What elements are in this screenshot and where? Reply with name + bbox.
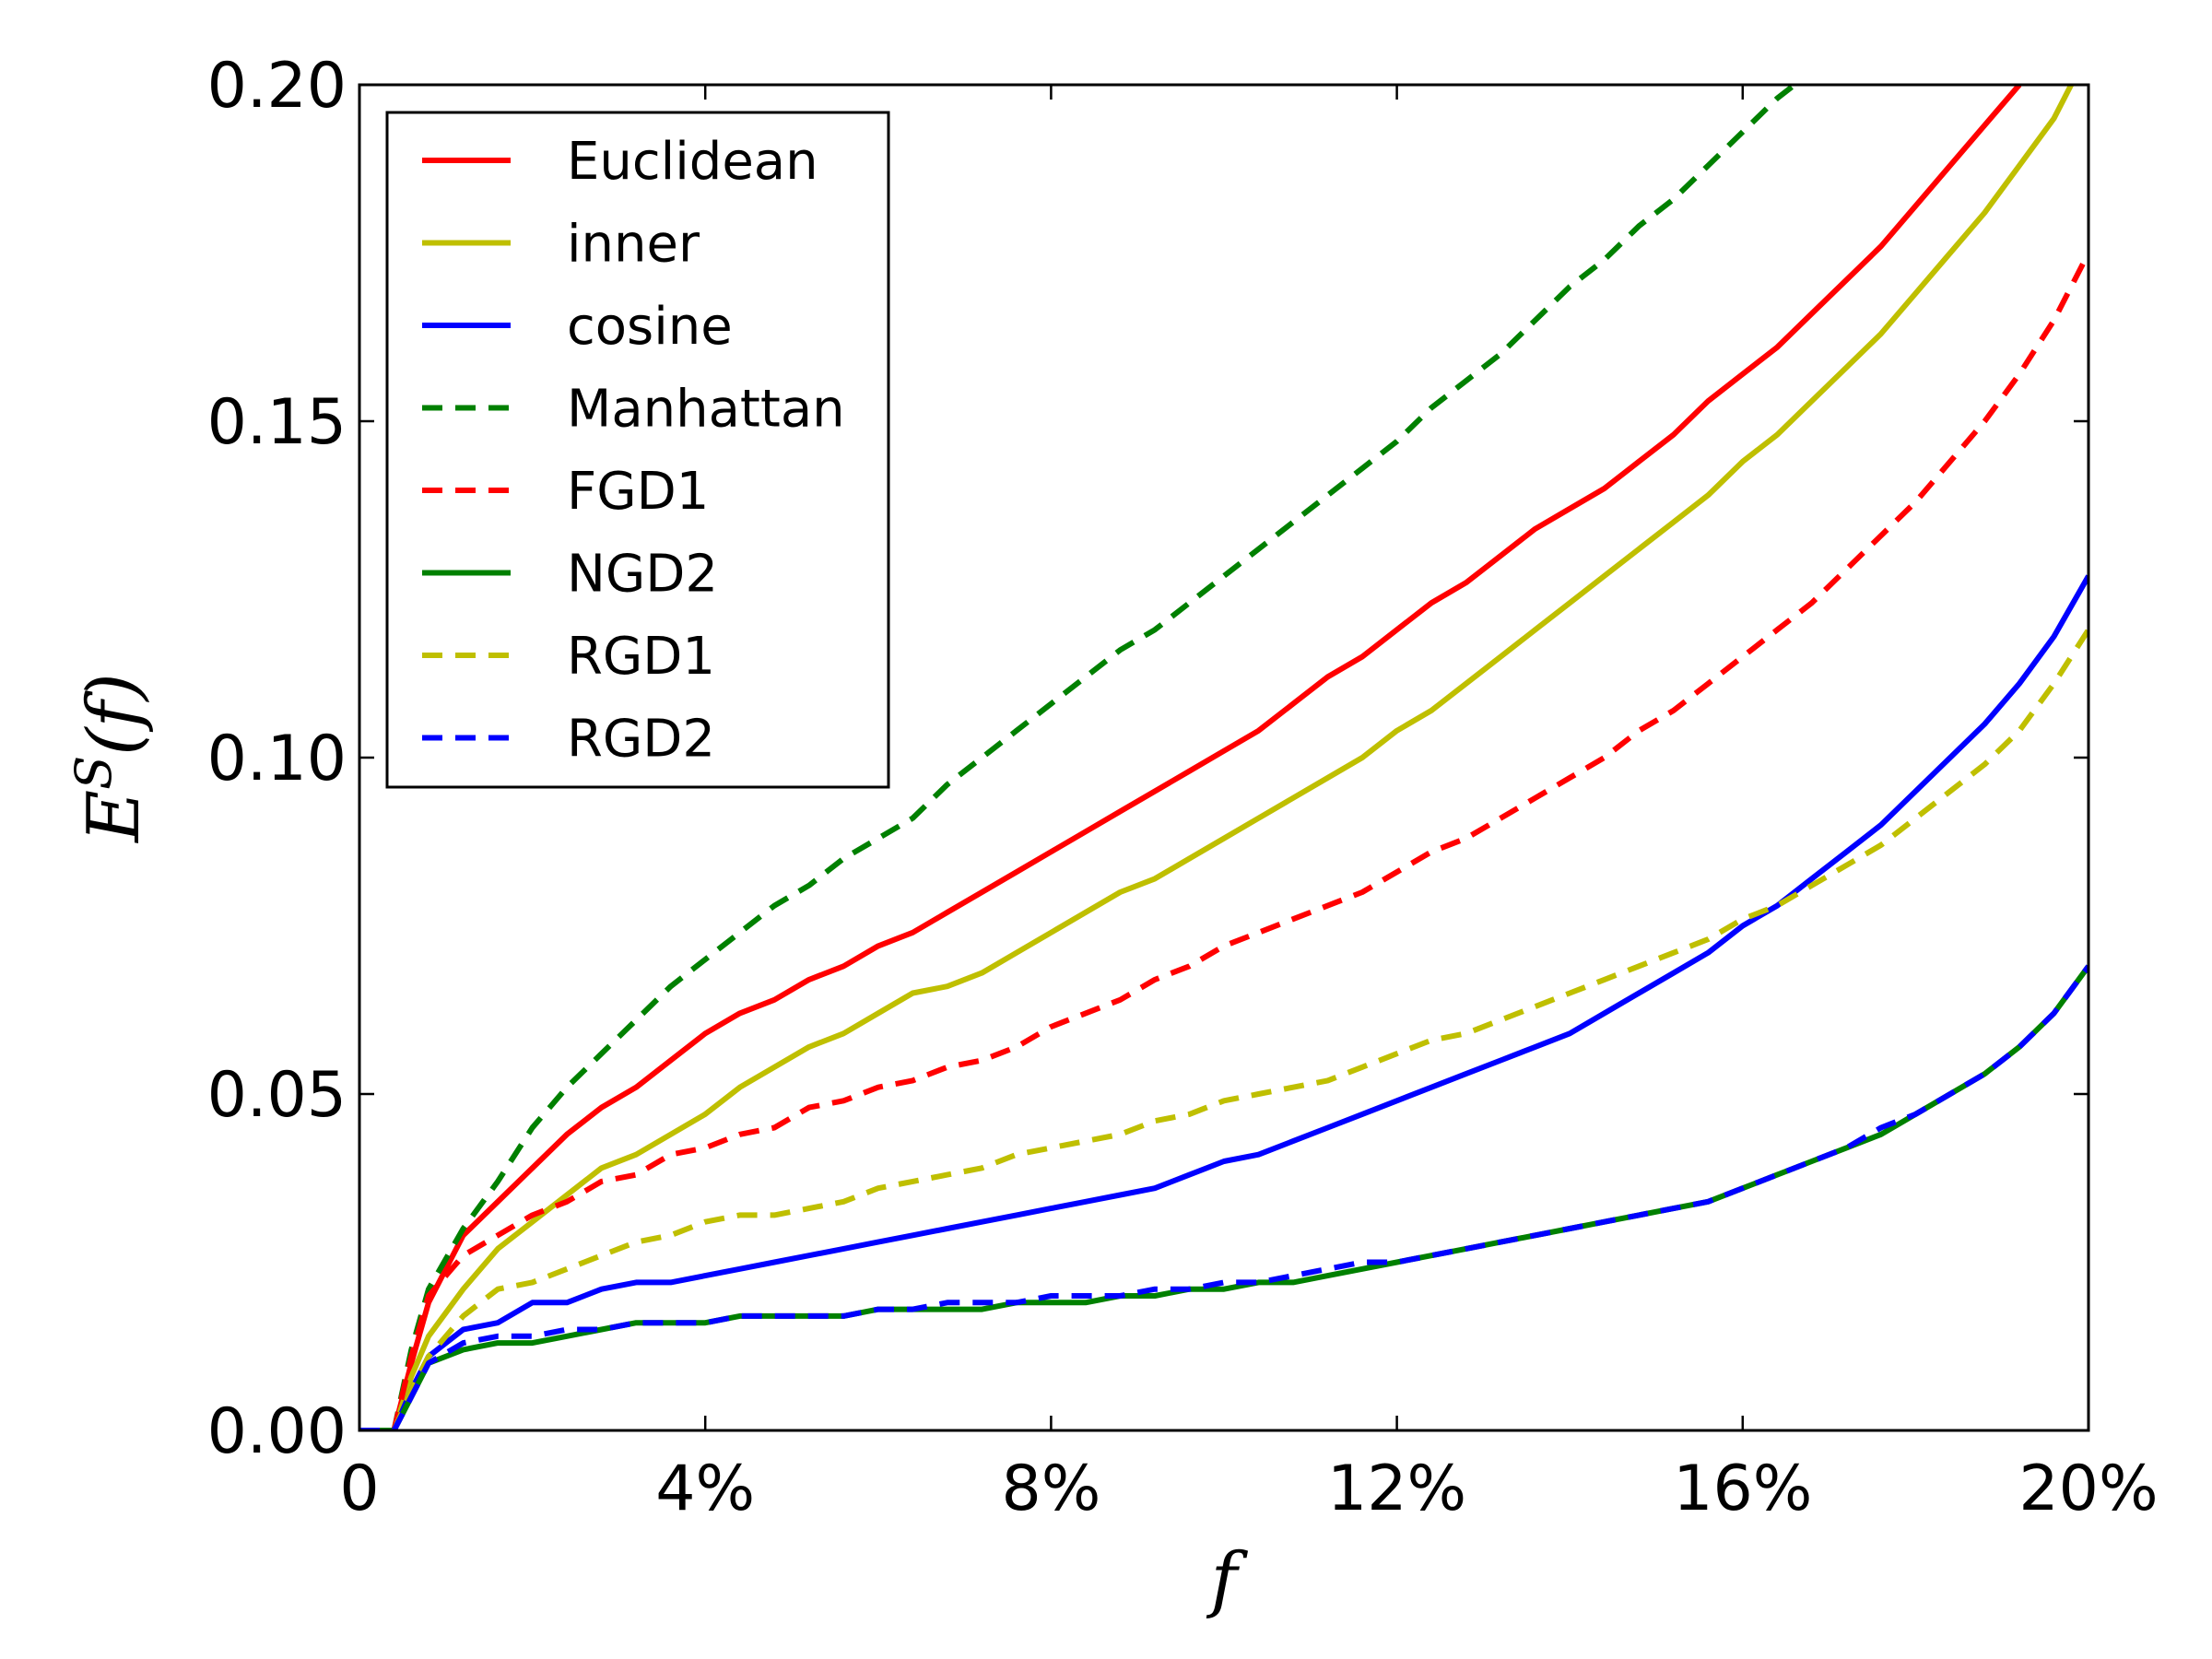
x-tick-label: 12% <box>1327 1453 1466 1525</box>
y-tick-label: 0.15 <box>207 386 347 459</box>
legend-label: FGD1 <box>567 462 709 522</box>
series-line-rgd1 <box>359 628 2088 1430</box>
legend-label: Euclidean <box>567 132 818 192</box>
legend-item-rgd1: RGD1 <box>422 627 715 687</box>
y-tick-label: 0.10 <box>207 723 347 795</box>
legend-item-ngd2: NGD2 <box>422 545 718 605</box>
legend-item-fgd1: FGD1 <box>422 462 709 522</box>
ticks-layer <box>358 83 2090 1432</box>
series-line-inner <box>359 85 2074 1430</box>
legend-label: inner <box>567 215 700 275</box>
legend-label: NGD2 <box>567 545 718 605</box>
legend: Euclidean inner cosine Manhattan FGD1 NGD2 RGD… <box>385 111 890 789</box>
legend-item-inner: inner <box>422 215 700 275</box>
x-tick-label: 16% <box>1673 1453 1812 1525</box>
x-tick-label: 8% <box>1001 1453 1100 1525</box>
legend-item-rgd2: RGD2 <box>422 710 715 770</box>
series-line-cosine <box>359 574 2088 1430</box>
legend-label: RGD1 <box>567 627 715 687</box>
y-tick-label: 0.20 <box>207 50 347 123</box>
x-tick-label: 20% <box>2018 1453 2158 1525</box>
legend-label: cosine <box>567 297 733 357</box>
y-tick-labels: 0.00 0.05 0.10 0.15 0.20 <box>207 50 347 1468</box>
series-line-fgd1 <box>359 252 2088 1430</box>
legend-item-manhattan: Manhattan <box>422 380 845 440</box>
series-line-euclidean <box>359 85 2022 1430</box>
series-line-manhattan <box>359 85 1796 1430</box>
legend-box <box>385 111 890 789</box>
x-tick-label: 4% <box>655 1453 755 1525</box>
legend-item-euclidean: Euclidean <box>422 132 818 192</box>
y-tick-label: 0.00 <box>207 1395 347 1468</box>
series-layer <box>359 85 2088 1430</box>
y-tick-label: 0.05 <box>207 1059 347 1132</box>
series-line-rgd2 <box>359 964 2088 1430</box>
legend-item-cosine: cosine <box>422 297 733 357</box>
legend-label: RGD2 <box>567 710 715 770</box>
legend-label: Manhattan <box>567 380 845 440</box>
x-tick-labels: 0 4% 8% 12% 16% 20% <box>339 1453 2158 1525</box>
x-tick-label: 0 <box>339 1453 379 1525</box>
